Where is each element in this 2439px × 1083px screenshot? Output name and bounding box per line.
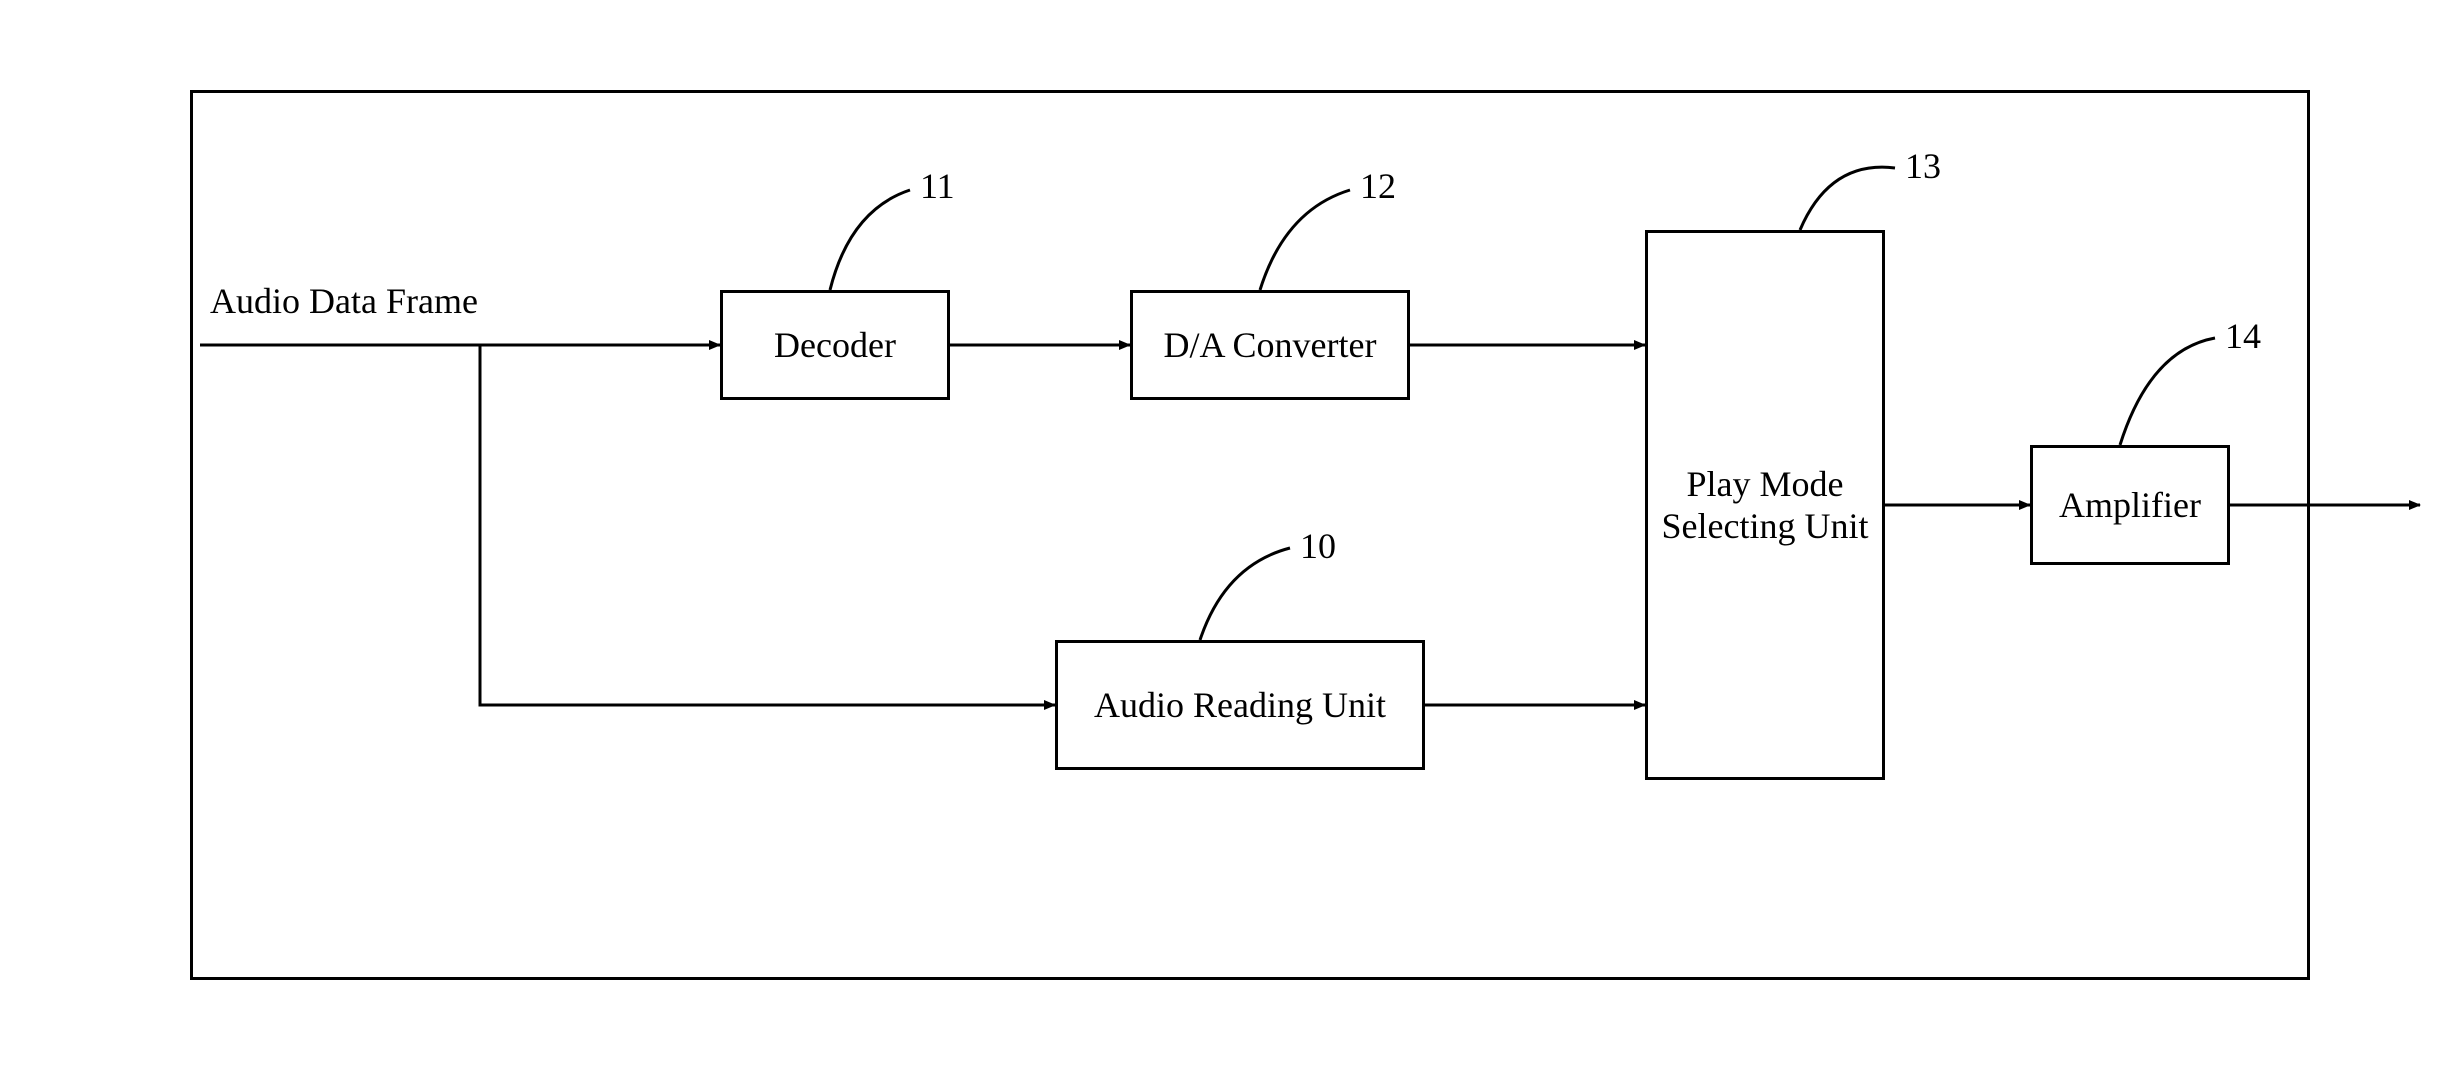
decoder-label: Decoder <box>774 324 896 366</box>
ref-14: 14 <box>2225 315 2261 357</box>
selector-label: Play Mode Selecting Unit <box>1662 463 1869 547</box>
ref-10: 10 <box>1300 525 1336 567</box>
dac-block: D/A Converter <box>1130 290 1410 400</box>
ref-13: 13 <box>1905 145 1941 187</box>
dac-label: D/A Converter <box>1164 324 1377 366</box>
diagram-frame <box>190 90 2310 980</box>
reader-label: Audio Reading Unit <box>1094 684 1386 726</box>
amplifier-label: Amplifier <box>2059 484 2201 526</box>
reader-block: Audio Reading Unit <box>1055 640 1425 770</box>
selector-block: Play Mode Selecting Unit <box>1645 230 1885 780</box>
ref-12: 12 <box>1360 165 1396 207</box>
ref-11: 11 <box>920 165 955 207</box>
amplifier-block: Amplifier <box>2030 445 2230 565</box>
input-label: Audio Data Frame <box>210 280 478 322</box>
decoder-block: Decoder <box>720 290 950 400</box>
